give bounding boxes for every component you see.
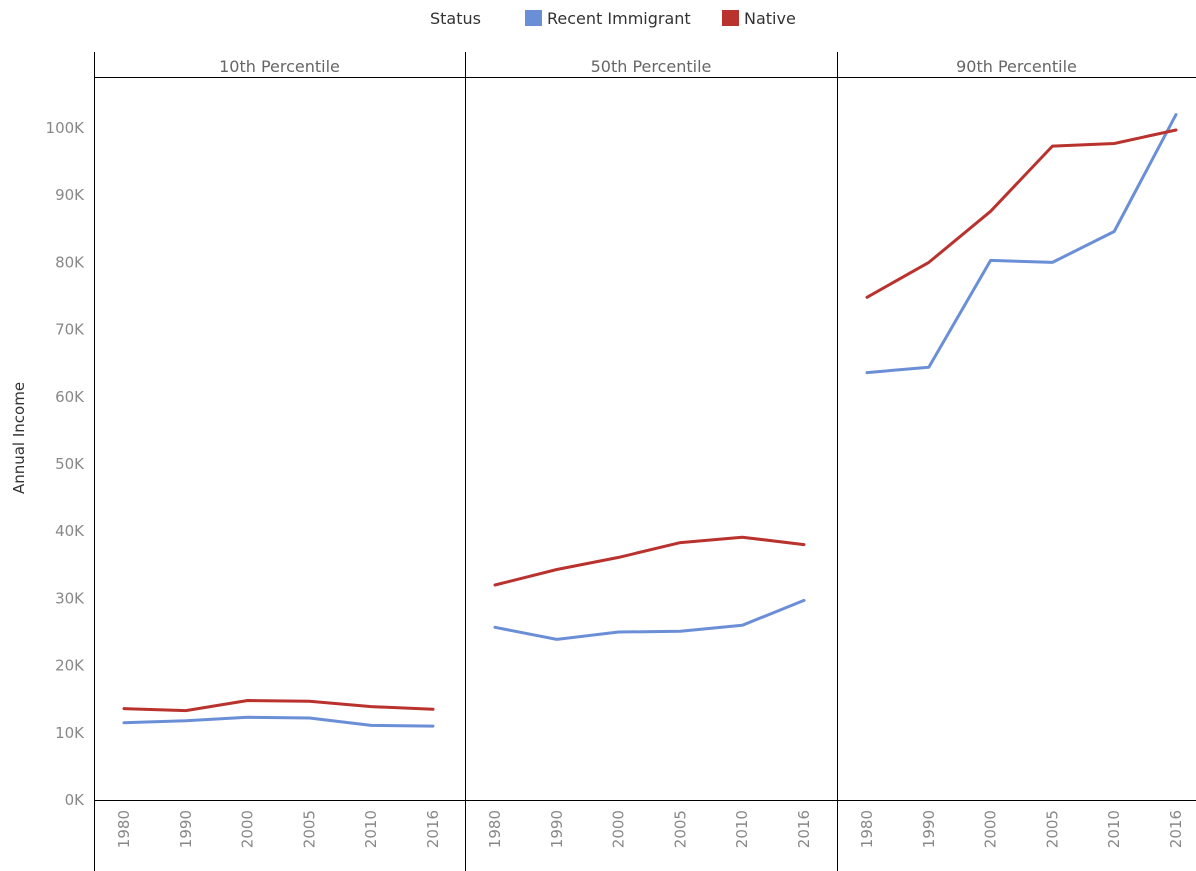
- data-point-native-2010[interactable]: [736, 531, 748, 543]
- x-tick-label: 1980: [115, 810, 133, 848]
- data-point-native-2010[interactable]: [365, 701, 377, 713]
- data-point-native-2005[interactable]: [1046, 140, 1058, 152]
- y-tick-label: 20K: [55, 657, 85, 675]
- y-tick-label: 10K: [55, 724, 85, 742]
- y-tick-label: 100K: [46, 119, 86, 137]
- x-tick-label: 2005: [300, 810, 318, 848]
- x-tick-label: 2005: [1043, 810, 1061, 848]
- panel-title: 10th Percentile: [219, 57, 340, 76]
- y-axis: 0K 10K 20K 30K 40K 50K 60K 70K 80K 90K 100K Annual …: [10, 119, 85, 809]
- data-point-recent-immigrant-1980[interactable]: [861, 367, 873, 379]
- x-tick-label: 2016: [424, 810, 442, 848]
- legend[interactable]: Status Recent Immigrant Native: [430, 9, 796, 28]
- x-tick-label: 2005: [671, 810, 689, 848]
- y-tick-label: 40K: [55, 522, 85, 540]
- data-point-recent-immigrant-2005[interactable]: [303, 712, 315, 724]
- panel-50th-percentile: 50th Percentile 1980 1990 2000 2005 2010 2016: [465, 52, 837, 871]
- data-point-recent-immigrant-2000[interactable]: [985, 254, 997, 266]
- x-tick-label: 2000: [239, 810, 257, 848]
- data-point-recent-immigrant-1980[interactable]: [489, 621, 501, 633]
- x-tick-label: 2010: [1105, 810, 1123, 848]
- data-point-native-2000[interactable]: [242, 695, 254, 707]
- data-point-native-2005[interactable]: [303, 695, 315, 707]
- data-point-native-2000[interactable]: [613, 551, 625, 563]
- x-tick-label: 2010: [733, 810, 751, 848]
- data-point-recent-immigrant-1990[interactable]: [923, 361, 935, 373]
- y-tick-label: 80K: [55, 253, 85, 271]
- y-tick-label: 90K: [55, 186, 85, 204]
- panel-10th-percentile: 10th Percentile 1980 1990 2000 2005 2010 2016: [94, 52, 465, 871]
- x-tick-label: 1990: [920, 810, 938, 848]
- legend-label-recent-immigrant[interactable]: Recent Immigrant: [547, 9, 691, 28]
- data-point-native-2016[interactable]: [427, 703, 439, 715]
- series-line-recent-immigrant[interactable]: [865, 113, 1178, 375]
- data-point-recent-immigrant-2010[interactable]: [365, 719, 377, 731]
- data-point-recent-immigrant-1990[interactable]: [551, 633, 563, 645]
- data-point-native-1980[interactable]: [489, 579, 501, 591]
- data-point-native-1990[interactable]: [923, 256, 935, 268]
- data-point-recent-immigrant-2010[interactable]: [736, 619, 748, 631]
- y-axis-label: Annual Income: [10, 382, 28, 494]
- data-point-native-2005[interactable]: [674, 537, 686, 549]
- data-point-native-2010[interactable]: [1108, 138, 1120, 150]
- series-line-native[interactable]: [493, 535, 806, 587]
- series-line-native[interactable]: [122, 699, 435, 713]
- y-tick-label: 0K: [65, 791, 86, 809]
- y-tick-label: 60K: [55, 388, 85, 406]
- x-tick-label: 1990: [177, 810, 195, 848]
- data-point-native-2000[interactable]: [985, 205, 997, 217]
- legend-swatch-recent-immigrant[interactable]: [525, 10, 542, 26]
- y-tick-label: 30K: [55, 589, 85, 607]
- data-point-recent-immigrant-2005[interactable]: [674, 625, 686, 637]
- x-tick-label: 1980: [486, 810, 504, 848]
- data-point-recent-immigrant-2000[interactable]: [242, 711, 254, 723]
- data-point-native-2016[interactable]: [798, 539, 810, 551]
- data-point-recent-immigrant-2016[interactable]: [427, 720, 439, 732]
- panel-title: 50th Percentile: [591, 57, 712, 76]
- data-point-recent-immigrant-2005[interactable]: [1046, 256, 1058, 268]
- data-point-recent-immigrant-2016[interactable]: [1170, 109, 1182, 121]
- x-tick-label: 2000: [610, 810, 628, 848]
- data-point-native-1980[interactable]: [861, 291, 873, 303]
- y-tick-label: 70K: [55, 321, 85, 339]
- data-point-native-1980[interactable]: [118, 703, 130, 715]
- series-line-native[interactable]: [865, 128, 1178, 299]
- series-line-recent-immigrant[interactable]: [122, 715, 435, 728]
- series-line-recent-immigrant[interactable]: [493, 598, 806, 641]
- data-point-recent-immigrant-2000[interactable]: [613, 626, 625, 638]
- x-tick-label: 1990: [548, 810, 566, 848]
- panel-90th-percentile: 90th Percentile 1980 1990 2000 2005 2010 2016: [837, 52, 1196, 871]
- data-point-recent-immigrant-1980[interactable]: [118, 717, 130, 729]
- legend-swatch-native[interactable]: [722, 10, 739, 26]
- x-tick-label: 2016: [795, 810, 813, 848]
- data-point-recent-immigrant-2010[interactable]: [1108, 226, 1120, 238]
- data-point-native-1990[interactable]: [551, 564, 563, 576]
- data-point-recent-immigrant-2016[interactable]: [798, 594, 810, 606]
- y-tick-label: 50K: [55, 455, 85, 473]
- legend-title: Status: [430, 9, 481, 28]
- x-tick-label: 2010: [362, 810, 380, 848]
- x-tick-label: 2016: [1167, 810, 1185, 848]
- data-point-native-1990[interactable]: [180, 705, 192, 717]
- x-tick-label: 2000: [982, 810, 1000, 848]
- data-point-native-2016[interactable]: [1170, 124, 1182, 136]
- x-tick-label: 1980: [858, 810, 876, 848]
- panel-title: 90th Percentile: [956, 57, 1077, 76]
- legend-label-native[interactable]: Native: [744, 9, 796, 28]
